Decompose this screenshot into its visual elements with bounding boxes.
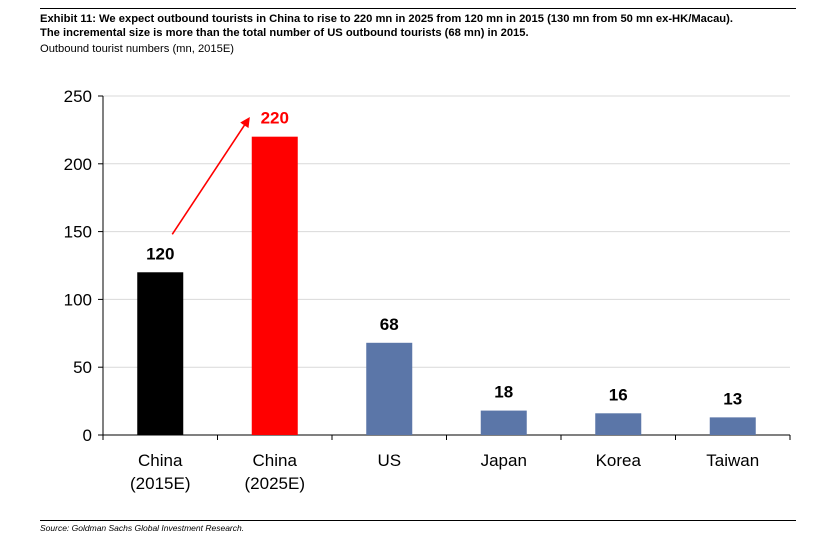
- chart-subtitle: Outbound tourist numbers (mn, 2015E): [40, 43, 235, 55]
- category-label-line: Japan: [481, 451, 527, 470]
- exhibit-title-line2: The incremental size is more than the to…: [40, 27, 529, 39]
- category-label-line: Taiwan: [706, 451, 759, 470]
- bar-chart: 0 50 100 150 200 250 120 China (2015E) 220 China (…: [64, 87, 791, 493]
- category-label: Japan: [481, 451, 527, 470]
- category-label-line: China: [253, 451, 298, 470]
- exhibit-title-line1: Exhibit 11: We expect outbound tourists …: [40, 13, 733, 25]
- top-rule: [40, 8, 796, 9]
- data-label: 220: [261, 109, 289, 128]
- y-tick-label: 0: [83, 426, 92, 445]
- category-label: China (2015E): [130, 451, 190, 493]
- bar: [595, 413, 642, 435]
- category-label: US: [377, 451, 401, 470]
- bottom-rule: [40, 520, 796, 521]
- category-label-line: Korea: [596, 451, 642, 470]
- label-layer: 120 China (2015E) 220 China (2025E) 68 US 18 Japa…: [130, 109, 759, 493]
- grid-layer: [103, 95, 790, 368]
- data-label: 120: [146, 244, 174, 263]
- source-note: Source: Goldman Sachs Global Investment …: [40, 523, 245, 533]
- axis-layer: 0 50 100 150 200 250: [64, 87, 791, 445]
- category-label: Taiwan: [706, 451, 759, 470]
- category-label-line: (2025E): [245, 474, 305, 493]
- bar: [709, 417, 756, 435]
- y-tick-label: 200: [64, 155, 92, 174]
- category-label: Korea: [596, 451, 642, 470]
- data-label: 13: [723, 389, 742, 408]
- data-label: 16: [609, 385, 628, 404]
- y-tick-label: 100: [64, 290, 92, 309]
- y-tick-label: 50: [73, 358, 92, 377]
- y-tick-label: 250: [64, 87, 92, 106]
- data-label: 68: [380, 315, 399, 334]
- bar: [137, 272, 184, 435]
- bar: [251, 136, 298, 435]
- y-tick-label: 150: [64, 223, 92, 242]
- bar-layer: [137, 136, 756, 435]
- category-label-line: (2015E): [130, 474, 190, 493]
- category-label-line: US: [377, 451, 401, 470]
- bar: [480, 410, 527, 435]
- bar: [366, 342, 413, 435]
- data-label: 18: [494, 383, 513, 402]
- exhibit-title: Exhibit 11: We expect outbound tourists …: [40, 12, 810, 40]
- annotation-layer: [171, 117, 250, 235]
- growth-arrow: [171, 117, 250, 235]
- category-label-line: China: [138, 451, 183, 470]
- category-label: China (2025E): [245, 451, 305, 493]
